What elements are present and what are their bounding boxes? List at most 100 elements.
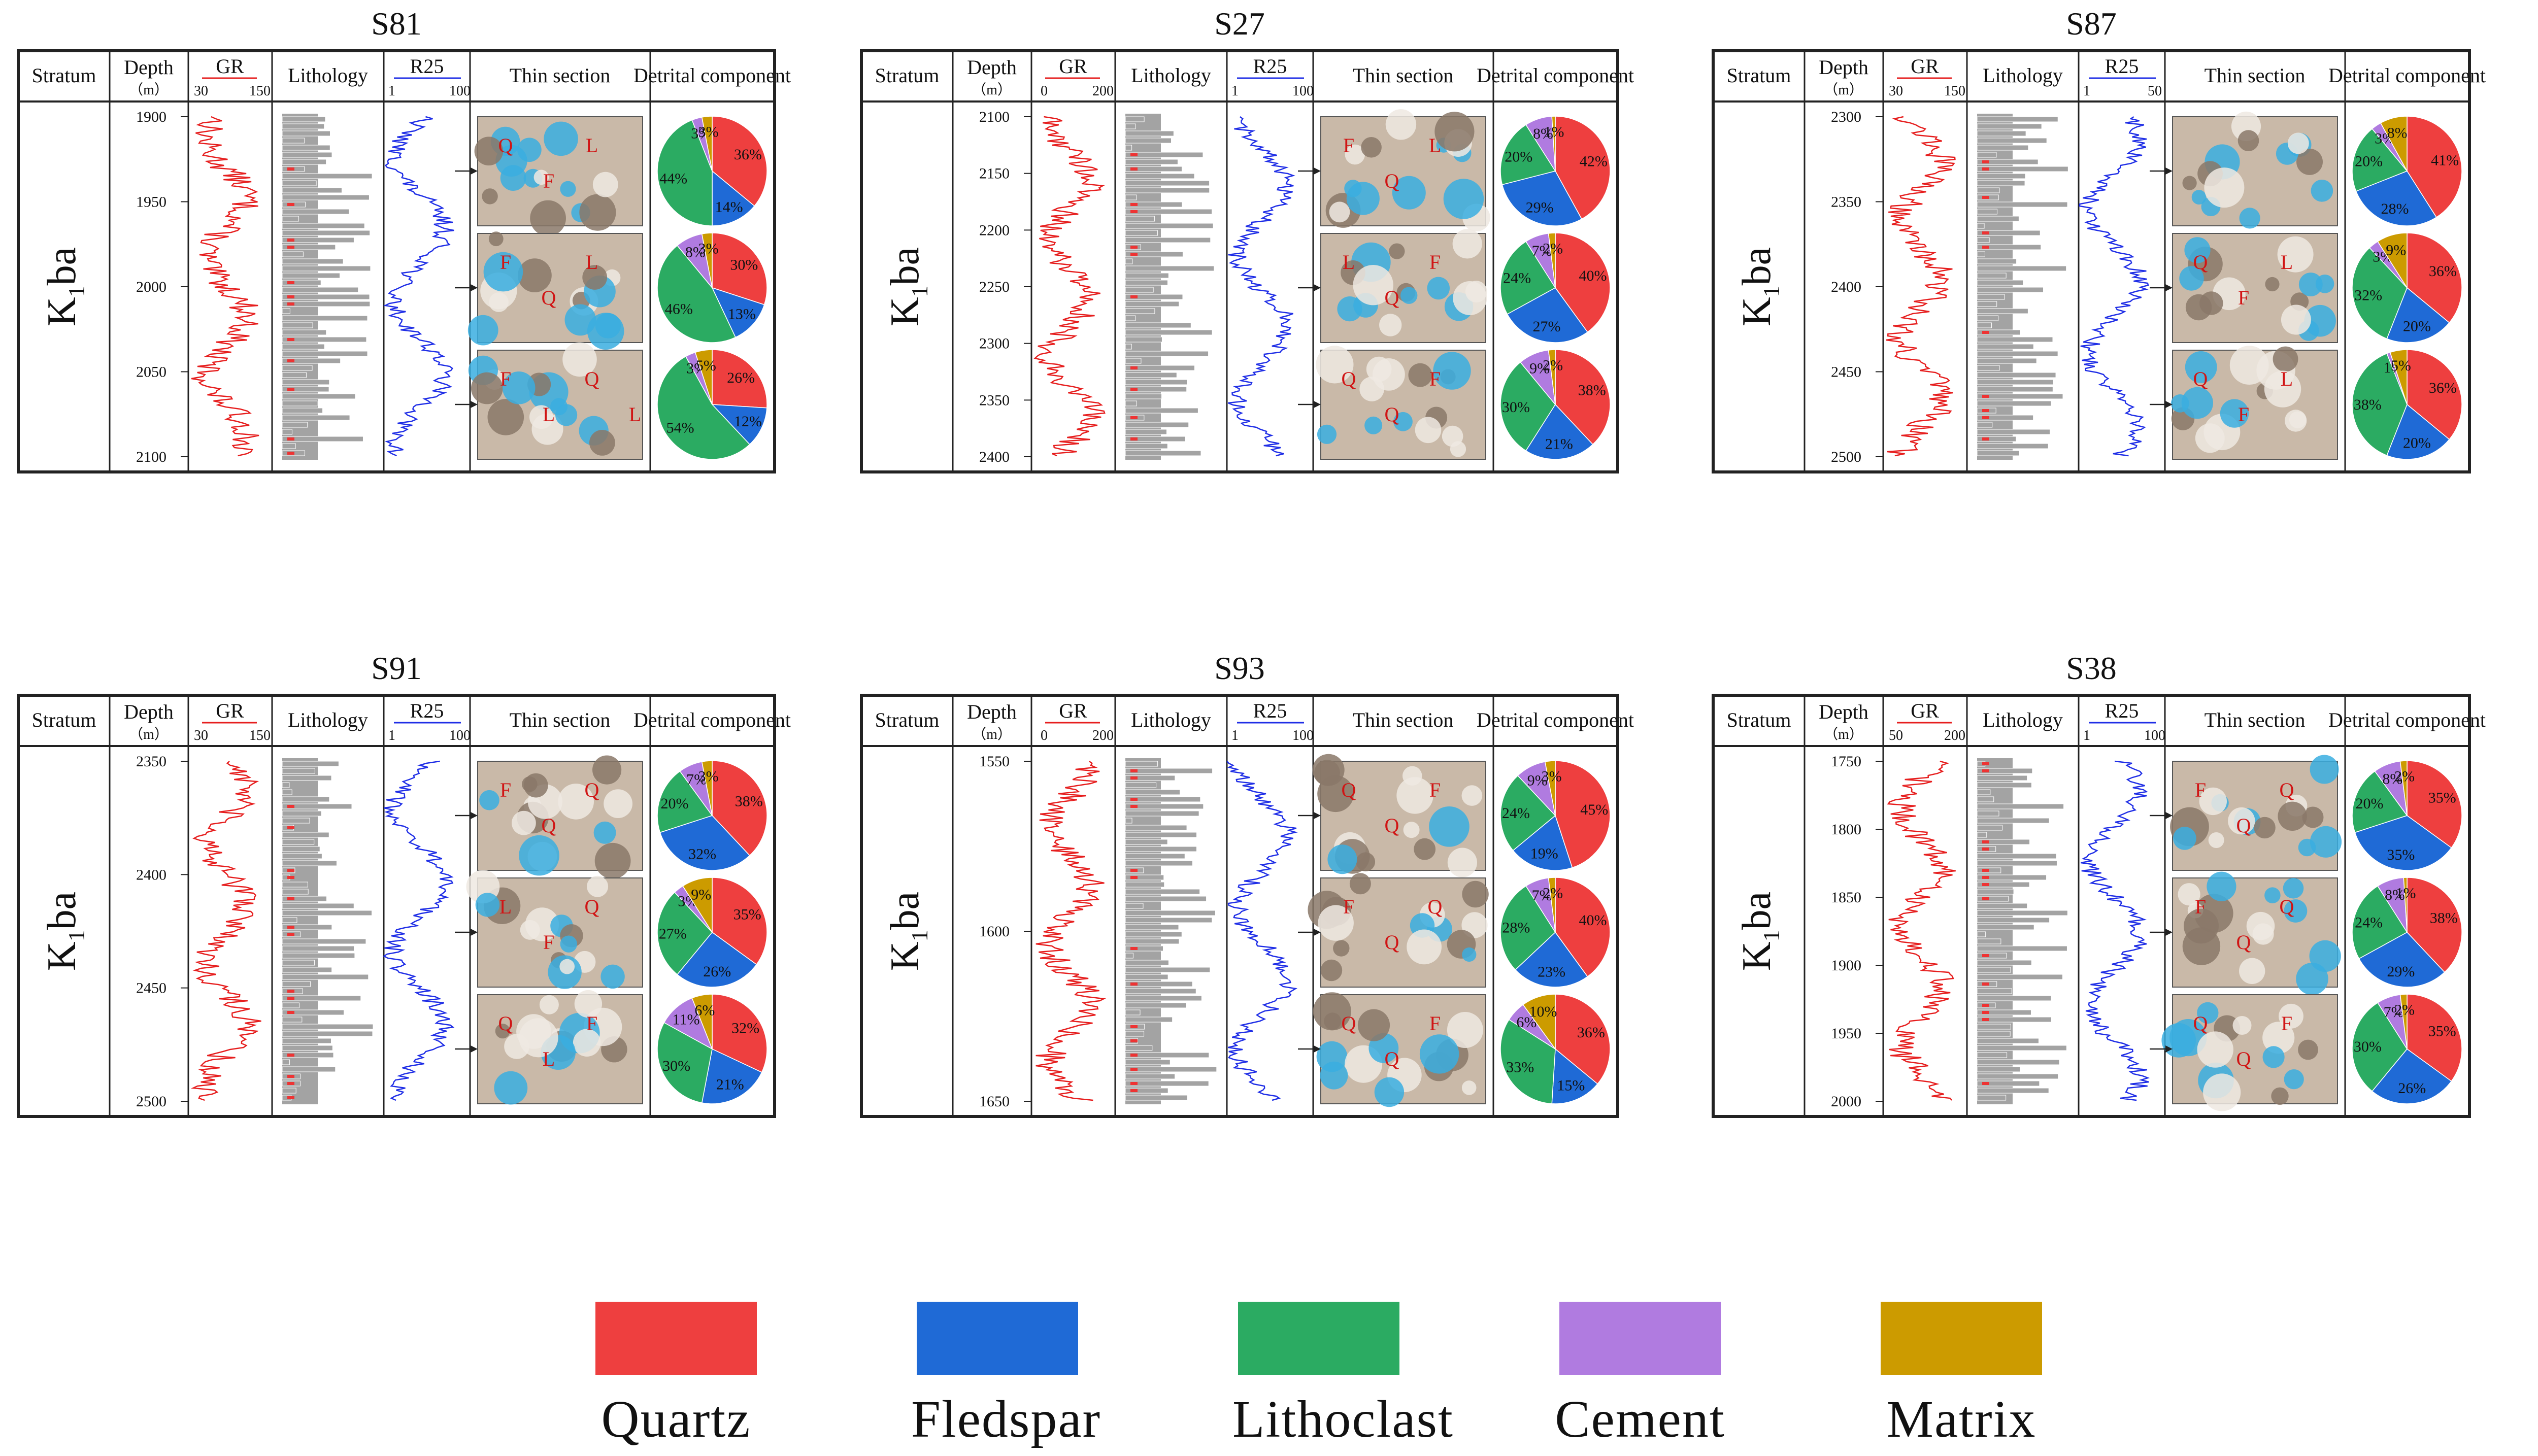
thin-section-image: F Q Q — [477, 755, 643, 879]
r25-scale-min: 1 — [388, 728, 395, 743]
mineral-grain — [1320, 1061, 1348, 1090]
mineral-label: Q — [2280, 895, 2294, 918]
well-panel-s93: S93 Stratum Depth （m） GR 0 200 Lithology R25 1 100… — [860, 650, 1634, 1118]
lithology-bed — [282, 358, 341, 364]
lithology-bed — [1977, 372, 2056, 378]
mineral-label: Q — [1342, 367, 1356, 390]
header-depth: Depth — [124, 56, 174, 79]
mineral-grain — [593, 821, 616, 844]
lithology-bed — [282, 917, 297, 923]
lithology-bed — [1125, 336, 1162, 343]
lithology-bed — [1977, 988, 2012, 994]
pie-label-quartz: 38% — [2430, 909, 2458, 926]
mineral-grain — [2239, 208, 2260, 229]
lithology-bed — [1977, 789, 1991, 795]
pie-slice-feldspar — [1551, 1048, 1598, 1104]
pie-slice-matrix — [694, 349, 713, 405]
gr-curve — [1036, 760, 1106, 1101]
pie-slice-feldspar — [1501, 171, 1583, 226]
lithology-bed — [282, 116, 326, 122]
pie-slice-quartz — [1555, 877, 1611, 977]
pie-label-lithoclast: 28% — [1502, 919, 1530, 936]
stratum-label: K1ba — [883, 247, 932, 326]
depth-tick-label: 2350 — [979, 392, 1010, 409]
gr-scale-min: 30 — [194, 83, 208, 99]
lithology-bed — [282, 818, 310, 824]
pie-slice-matrix — [2399, 994, 2408, 1049]
lithology-bed — [1977, 280, 2024, 286]
lithology-bed — [282, 365, 313, 371]
lithology-bed — [1977, 201, 2068, 208]
header-depth-unit: （m） — [1824, 726, 1863, 742]
stratum-tail: ba — [40, 247, 84, 286]
thin-section-image: F Q L — [1320, 109, 1490, 232]
lithology-bed — [1125, 329, 1213, 335]
pie-label-feldspar: 13% — [728, 306, 756, 322]
pie-slice-feldspar — [677, 931, 757, 988]
mineral-grain — [471, 372, 503, 404]
mineral-grain — [582, 265, 608, 290]
lithology-marker — [287, 826, 294, 829]
mineral-label: L — [586, 134, 598, 157]
stratum-main: K — [1734, 297, 1779, 326]
depth-arrow-head — [1314, 1045, 1321, 1053]
pie-label-lithoclast: 20% — [1505, 148, 1532, 165]
mineral-grain — [1318, 905, 1354, 941]
lithology-bed — [282, 251, 304, 257]
lithology-marker — [1982, 1011, 1989, 1014]
mineral-grain — [475, 893, 500, 917]
mineral-grain — [1442, 425, 1463, 447]
detrital-pie: 36%20%38%1%5% — [2352, 349, 2462, 460]
lithology-marker — [1982, 1018, 1989, 1021]
lithology-bed — [1125, 230, 1158, 236]
pie-slice-matrix — [2377, 232, 2408, 289]
lithology-bed — [282, 280, 321, 286]
mineral-grain — [2184, 237, 2211, 263]
r25-curve — [2079, 116, 2149, 457]
lithology-bed — [282, 1038, 331, 1044]
lithology-bed — [282, 1059, 290, 1065]
depth-arrow-head — [1314, 284, 1321, 291]
pie-label-cement: 7% — [1532, 887, 1552, 904]
lithology-bed — [282, 130, 331, 137]
lithology-bed — [1125, 910, 1216, 916]
gr-scale-max: 200 — [1092, 83, 1114, 99]
depth-tick-label: 2500 — [1831, 449, 1861, 465]
mineral-grain — [1452, 229, 1482, 259]
mineral-grain — [1402, 766, 1422, 786]
pie-label-feldspar: 35% — [2387, 846, 2415, 863]
mineral-label: Q — [2236, 814, 2251, 837]
lithology-bed — [282, 436, 363, 442]
pie-slice-quartz — [1555, 349, 1611, 445]
lithology-bed — [1125, 853, 1185, 859]
mineral-grain — [2246, 911, 2275, 940]
lithology-bed — [1125, 201, 1183, 208]
lithology-bed — [1977, 1031, 2011, 1037]
r25-scale-max: 100 — [2144, 728, 2165, 743]
lithology-bed — [1977, 329, 2021, 335]
depth-arrow-head — [1314, 401, 1321, 408]
thin-section-image: Q Q F — [2161, 994, 2338, 1111]
lithology-bed — [1125, 265, 1215, 272]
header-depth: Depth — [124, 700, 174, 723]
lithology-bed — [282, 379, 330, 385]
mineral-grain — [1353, 265, 1393, 306]
pie-label-lithoclast: 27% — [659, 925, 687, 942]
lithology-bed — [282, 429, 292, 435]
lithology-bed — [1125, 194, 1137, 200]
lithology-bed — [282, 386, 329, 392]
pie-label-matrix: 2% — [2394, 768, 2415, 785]
lithology-bed — [1977, 251, 1985, 257]
depth-tick-label: 1600 — [979, 923, 1010, 940]
mineral-label: L — [2281, 367, 2293, 390]
panel-frame — [1712, 694, 2471, 1118]
mineral-grain — [574, 990, 603, 1018]
lithology-bed — [1125, 903, 1144, 909]
mineral-label: F — [2238, 403, 2249, 426]
mineral-grain — [2264, 370, 2301, 408]
lithology-bed — [1125, 315, 1136, 321]
mineral-grain — [579, 194, 616, 231]
lithology-marker — [1130, 947, 1138, 950]
mineral-grain — [1357, 1009, 1390, 1041]
mineral-label: Q — [2193, 251, 2208, 274]
